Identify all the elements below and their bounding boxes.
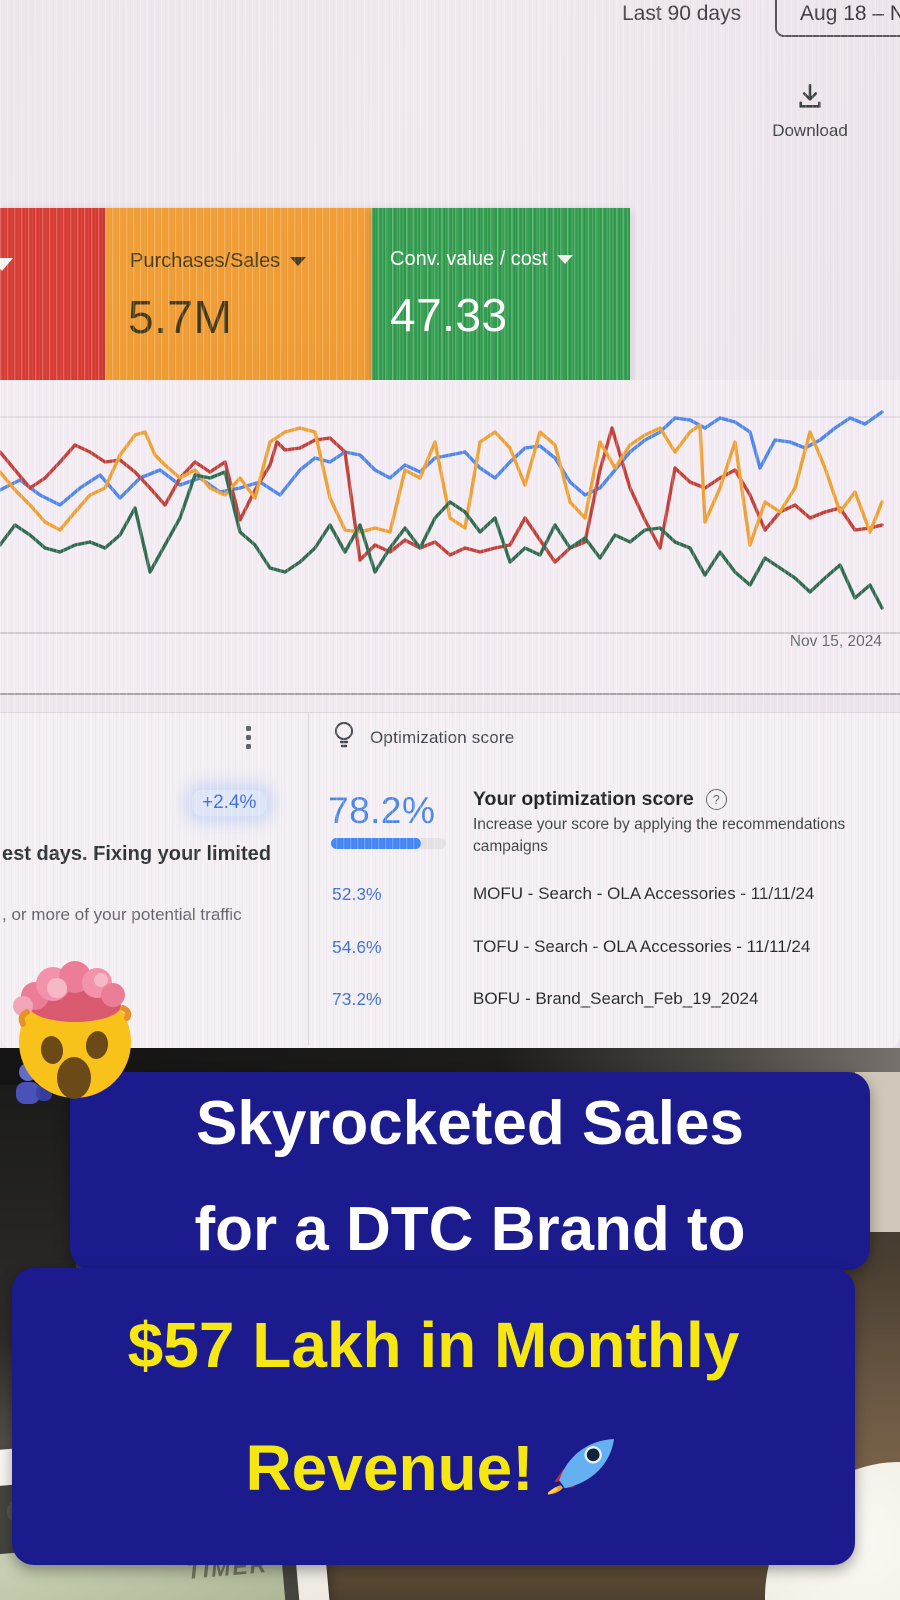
panel-divider xyxy=(308,712,309,1045)
campaign-score: 73.2% xyxy=(332,989,382,1009)
recommendation-text-line2: , or more of your potential traffic xyxy=(2,905,242,924)
caption-line3: $57 Lakh in Monthly xyxy=(127,1309,740,1381)
optimization-score-title: Optimization score xyxy=(370,727,515,747)
scorecard-label-text: Conv. value / cost xyxy=(390,248,548,270)
scorecard-label-text: Purchases/Sales xyxy=(130,250,281,272)
rocket-icon xyxy=(545,1426,622,1515)
caption-line1: Skyrocketed Sales xyxy=(195,1089,744,1158)
optimization-score-progress-fill xyxy=(331,838,421,849)
chart-end-date-label: Nov 15, 2024 xyxy=(789,633,882,650)
scorecard-label[interactable]: Conv. value / cost xyxy=(390,248,574,271)
caption-banner-top: Skyrocketed Sales for a DTC Brand to xyxy=(70,1072,870,1270)
optimization-score-header: Optimization score xyxy=(332,721,514,754)
optimization-description-line2: campaigns xyxy=(473,838,548,855)
optimization-score-progressbar xyxy=(331,838,446,849)
campaign-score: 52.3% xyxy=(332,884,382,904)
download-button[interactable]: Download xyxy=(755,84,865,150)
chart-series-orange xyxy=(0,423,884,547)
scorecard-red[interactable] xyxy=(0,208,105,385)
chart-series-blue xyxy=(0,410,884,507)
scorecard-value: 5.7M xyxy=(128,291,233,343)
scorecard-value: 47.33 xyxy=(390,289,508,341)
trend-line-chart xyxy=(0,410,900,634)
campaign-link[interactable]: BOFU - Brand_Search_Feb_19_2024 xyxy=(473,989,759,1008)
help-icon[interactable]: ? xyxy=(705,789,727,810)
exploding-head-emoji xyxy=(5,950,145,1107)
cards-section xyxy=(0,712,900,1049)
optimization-description-line1: Increase your score by applying the reco… xyxy=(473,816,846,833)
dropdown-caret-icon xyxy=(290,257,307,266)
campaign-score: 54.6% xyxy=(332,937,382,957)
change-percent-badge: +2.4% xyxy=(192,790,267,816)
caption-line4: Revenue! xyxy=(12,1426,855,1515)
ads-dashboard-screen: Last 90 days Aug 18 – N Download Purchas… xyxy=(0,0,900,1049)
recommendation-text-line1: est days. Fixing your limited xyxy=(2,843,271,865)
scorecard-purchases[interactable]: Purchases/Sales 5.7M xyxy=(105,208,372,385)
download-icon xyxy=(796,84,824,114)
caption-line2: for a DTC Brand to xyxy=(194,1195,746,1264)
kebab-menu-icon[interactable] xyxy=(236,722,260,756)
optimization-score-value: 78.2% xyxy=(328,790,436,831)
campaign-link[interactable]: MOFU - Search - OLA Accessories - 11/11/… xyxy=(473,884,815,903)
scorecard-label[interactable]: Purchases/Sales xyxy=(130,250,307,273)
chart-series-red xyxy=(0,426,884,564)
dropdown-caret-icon xyxy=(0,258,13,271)
date-range-selector[interactable] xyxy=(775,0,900,37)
caption-banner-bottom: $57 Lakh in Monthly Revenue! xyxy=(12,1268,855,1565)
download-label: Download xyxy=(772,121,848,140)
campaign-link[interactable]: TOFU - Search - OLA Accessories - 11/11/… xyxy=(473,937,811,956)
scorecard-conv-value-cost[interactable]: Conv. value / cost 47.33 xyxy=(372,208,630,385)
date-range-value[interactable]: Aug 18 – N xyxy=(800,2,900,25)
optimization-panel-title: Your optimization score xyxy=(473,788,694,810)
date-filter-label[interactable]: Last 90 days xyxy=(622,2,742,25)
caption-line4-text: Revenue! xyxy=(245,1432,534,1504)
optimization-panel-title-row: Your optimization score ? xyxy=(473,788,727,811)
dropdown-caret-icon xyxy=(557,255,574,264)
chart-series-green xyxy=(0,470,884,610)
lightbulb-icon xyxy=(332,721,356,754)
